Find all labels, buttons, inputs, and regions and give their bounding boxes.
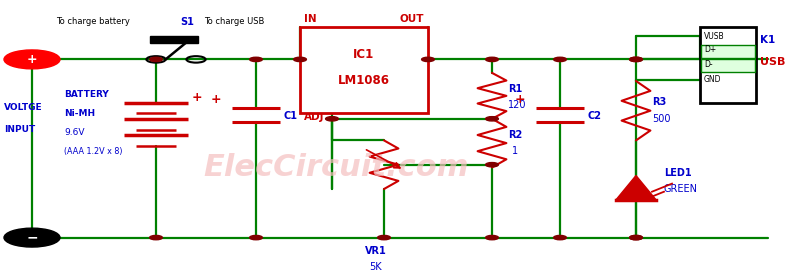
Circle shape: [554, 235, 566, 240]
Bar: [300, 27, 428, 113]
Text: 9.6V: 9.6V: [64, 128, 85, 137]
Text: 120: 120: [508, 100, 526, 110]
Text: GND: GND: [704, 75, 722, 84]
Text: IC1: IC1: [354, 48, 374, 60]
Text: IN: IN: [304, 14, 317, 23]
Text: D-: D-: [704, 60, 713, 69]
Text: +: +: [192, 91, 202, 104]
Circle shape: [486, 117, 498, 121]
Circle shape: [4, 228, 60, 247]
Text: VR1: VR1: [365, 246, 387, 256]
Circle shape: [150, 57, 162, 62]
Text: Ni-MH: Ni-MH: [64, 109, 95, 118]
Text: +: +: [210, 93, 222, 106]
Circle shape: [630, 235, 642, 240]
Circle shape: [378, 235, 390, 240]
Text: K1: K1: [760, 35, 775, 45]
Circle shape: [554, 57, 566, 62]
Text: S1: S1: [180, 16, 194, 27]
Text: VUSB: VUSB: [704, 32, 725, 41]
Text: To charge USB: To charge USB: [204, 17, 264, 26]
Circle shape: [294, 57, 306, 62]
Circle shape: [326, 117, 338, 121]
Text: LED1: LED1: [664, 167, 692, 177]
Text: LM1086: LM1086: [338, 75, 390, 87]
Text: OUT: OUT: [399, 14, 424, 23]
Bar: [700, 27, 756, 103]
Polygon shape: [616, 176, 656, 200]
Text: USB: USB: [760, 57, 786, 67]
Text: BATTERY: BATTERY: [64, 90, 109, 99]
Text: C1: C1: [284, 111, 298, 121]
Circle shape: [486, 235, 498, 240]
Text: C2: C2: [588, 111, 602, 121]
Text: To charge battery: To charge battery: [56, 17, 130, 26]
Circle shape: [486, 163, 498, 167]
Text: ElecCircuit.com: ElecCircuit.com: [203, 153, 469, 182]
Circle shape: [4, 50, 60, 69]
Text: ADJ: ADJ: [304, 112, 325, 122]
Text: +: +: [26, 53, 38, 66]
Circle shape: [486, 57, 498, 62]
Text: +: +: [514, 93, 526, 106]
Bar: [150, 36, 198, 43]
Text: 500: 500: [652, 113, 670, 123]
Text: R3: R3: [652, 97, 666, 107]
Circle shape: [422, 57, 434, 62]
Text: (AAA 1.2V x 8): (AAA 1.2V x 8): [64, 147, 122, 156]
Circle shape: [630, 235, 642, 240]
Circle shape: [250, 235, 262, 240]
Text: −: −: [26, 231, 38, 245]
Text: GREEN: GREEN: [664, 184, 698, 194]
Bar: [701, 59, 755, 72]
Text: D+: D+: [704, 45, 716, 55]
Circle shape: [250, 57, 262, 62]
Text: R1: R1: [508, 84, 522, 94]
Bar: [701, 45, 755, 58]
Circle shape: [630, 57, 642, 62]
Text: R2: R2: [508, 130, 522, 140]
Circle shape: [150, 235, 162, 240]
Text: 1: 1: [512, 146, 518, 156]
Text: 5K: 5K: [370, 262, 382, 270]
Circle shape: [630, 57, 642, 62]
Text: INPUT: INPUT: [4, 125, 35, 134]
Text: VOLTGE: VOLTGE: [4, 103, 42, 113]
